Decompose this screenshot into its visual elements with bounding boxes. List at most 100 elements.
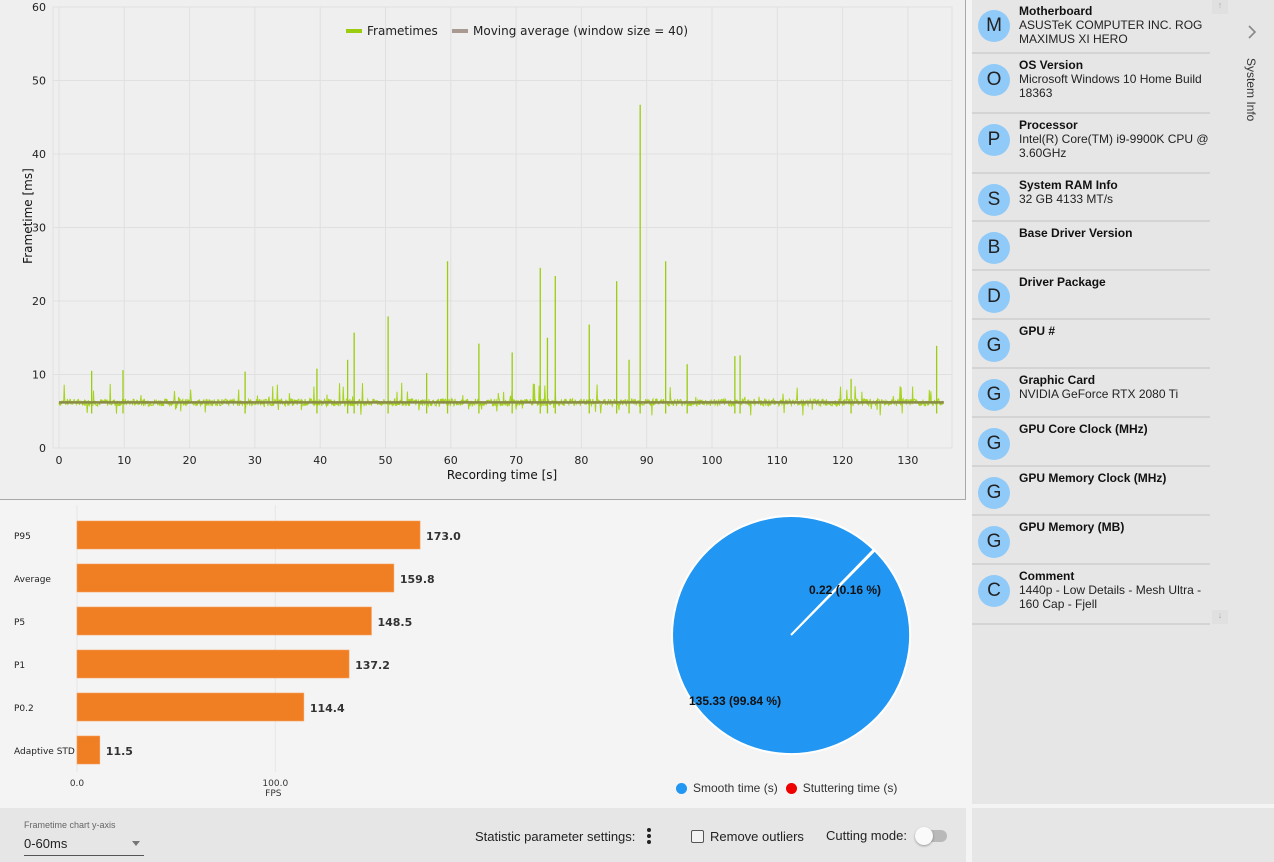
system-info-text: OS Version Microsoft Windows 10 Home Buil…	[1019, 58, 1209, 112]
system-info-sidebar: M Motherboard ASUSTeK COMPUTER INC. ROG MA…	[972, 0, 1274, 804]
scroll-up-arrow-icon[interactable]: ↑	[1212, 0, 1228, 14]
bar-x-tick-label: 100.0	[262, 779, 288, 789]
system-info-item[interactable]: G GPU #	[972, 320, 1210, 369]
system-info-item[interactable]: G Graphic Card NVIDIA GeForce RTX 2080 Ti	[972, 369, 1210, 418]
toggle-knob	[914, 826, 933, 845]
legend-swatch-moving-average	[452, 29, 468, 33]
settings-bar: Frametime chart y-axis 0-60ms Statistic …	[0, 808, 966, 862]
pie-legend-stutter[interactable]: Stuttering time (s)	[785, 781, 898, 795]
x-tick-label: 110	[767, 454, 788, 467]
system-info-item[interactable]: G GPU Memory (MB)	[972, 516, 1210, 565]
bar-value-label: 114.4	[310, 702, 345, 715]
system-info-title: Driver Package	[1019, 275, 1106, 289]
system-info-item[interactable]: M Motherboard ASUSTeK COMPUTER INC. ROG MA…	[972, 0, 1210, 54]
cutting-mode-toggle[interactable]	[914, 826, 947, 845]
x-tick-label: 60	[444, 454, 458, 467]
frametime-chart[interactable]: 0 10 20 30 40 50 60 0 10 20 30 40 50 60 70 80 90 100 110 1…	[0, 0, 966, 500]
system-info-item[interactable]: P Processor Intel(R) Core(TM) i9-9900K CPU…	[972, 114, 1210, 174]
frametime-x-axis-title: Recording time [s]	[447, 468, 557, 482]
system-info-title: GPU Memory Clock (MHz)	[1019, 471, 1167, 485]
cutting-mode: Cutting mode:	[826, 826, 947, 845]
system-info-item[interactable]: O OS Version Microsoft Windows 10 Home Bui…	[972, 54, 1210, 114]
cutting-mode-label: Cutting mode:	[826, 828, 907, 843]
fps-statistics-panel: P95 173.0 Average 159.8 P5 148.5 P1 137.2 P0.2 11…	[0, 500, 640, 806]
system-info-item[interactable]: B Base Driver Version	[972, 222, 1210, 271]
x-tick-label: 90	[640, 454, 654, 467]
scroll-down-arrow-icon[interactable]: ↓	[1212, 610, 1228, 624]
initial-avatar: C	[978, 575, 1010, 607]
system-info-title: Processor	[1019, 118, 1078, 132]
frametimes-line	[58, 382, 944, 416]
frametime-y-axis-title: Frametime [ms]	[21, 168, 35, 264]
bar-x-axis-title: FPS	[265, 789, 282, 799]
system-info-text: GPU Core Clock (MHz)	[1019, 422, 1209, 465]
initial-avatar: M	[978, 10, 1010, 42]
bar-category-label: P5	[14, 618, 25, 628]
bar-category-label: Adaptive STD	[14, 747, 75, 757]
stat-settings-label: Statistic parameter settings:	[475, 828, 636, 844]
frametime-yaxis-select[interactable]: Frametime chart y-axis 0-60ms	[24, 820, 144, 856]
system-info-item[interactable]: C Comment 1440p - Low Details - Mesh Ultra…	[972, 565, 1210, 625]
y-tick-label: 40	[32, 148, 46, 161]
yaxis-select-label: Frametime chart y-axis	[24, 820, 116, 830]
frametime-chart-panel[interactable]: 0 10 20 30 40 50 60 0 10 20 30 40 50 60 70 80 90 100 110 1…	[0, 0, 966, 500]
system-info-title: GPU Memory (MB)	[1019, 520, 1125, 534]
pie-legend: Smooth time (s) Stuttering time (s)	[676, 781, 905, 795]
bar-x-tick-label: 0.0	[70, 779, 85, 789]
y-tick-label: 50	[32, 75, 46, 88]
system-info-item[interactable]: S System RAM Info 32 GB 4133 MT/s	[972, 174, 1210, 222]
yaxis-select-text: 0-60ms	[24, 836, 68, 851]
system-info-list[interactable]: M Motherboard ASUSTeK COMPUTER INC. ROG MA…	[972, 0, 1210, 625]
system-info-title: System RAM Info	[1019, 178, 1118, 192]
bar-value-label: 148.5	[377, 616, 412, 629]
x-tick-label: 0	[56, 454, 63, 467]
system-info-item[interactable]: D Driver Package	[972, 271, 1210, 320]
bar-category-label: P1	[14, 661, 25, 671]
yaxis-select-value[interactable]: 0-60ms	[24, 836, 144, 856]
initial-avatar: D	[978, 281, 1010, 313]
system-info-value: 1440p - Low Details - Mesh Ultra - 160 C…	[1019, 583, 1202, 611]
remove-outliers-label: Remove outliers	[710, 829, 804, 844]
pie-slice-smooth[interactable]	[671, 515, 912, 756]
initial-avatar: G	[978, 330, 1010, 362]
system-info-title: Motherboard	[1019, 4, 1093, 18]
pie-label-smooth: 135.33 (99.84 %)	[689, 694, 781, 708]
y-tick-label: 60	[32, 1, 46, 14]
x-tick-label: 50	[379, 454, 393, 467]
system-info-panel-label[interactable]: System Info	[1244, 58, 1258, 122]
chevron-right-icon[interactable]	[1244, 22, 1260, 42]
bar-category-label: Average	[14, 575, 51, 585]
dropdown-caret-icon	[132, 841, 140, 846]
bar-category-label: P0.2	[14, 704, 34, 714]
bar	[76, 692, 305, 722]
bar-value-label: 11.5	[106, 745, 133, 758]
system-info-text: Driver Package	[1019, 275, 1209, 318]
panel-splitter[interactable]	[966, 0, 972, 862]
pie-legend-stutter-label: Stuttering time (s)	[802, 781, 898, 795]
system-info-item[interactable]: G GPU Core Clock (MHz)	[972, 418, 1210, 467]
pie-label-stutter: 0.22 (0.16 %)	[809, 583, 881, 597]
initial-avatar: O	[978, 64, 1010, 96]
system-info-text: GPU #	[1019, 324, 1209, 367]
pie-legend-smooth[interactable]: Smooth time (s)	[676, 781, 778, 795]
system-info-text: Base Driver Version	[1019, 226, 1209, 269]
smooth-dot-icon	[676, 782, 687, 794]
bar	[76, 520, 421, 550]
system-info-title: GPU #	[1019, 324, 1056, 338]
remove-outliers-checkbox[interactable]: Remove outliers	[691, 829, 804, 844]
x-tick-label: 120	[832, 454, 853, 467]
checkbox-icon[interactable]	[691, 830, 704, 843]
y-tick-label: 30	[32, 222, 46, 235]
frametime-legend: Frametimes Moving average (window size =…	[346, 24, 688, 38]
y-tick-label: 0	[39, 442, 46, 455]
stuttering-pie-panel: 0.22 (0.16 %) 135.33 (99.84 %) Smooth ti…	[640, 500, 966, 806]
system-info-value: Intel(R) Core(TM) i9-9900K CPU @ 3.60GHz	[1019, 132, 1209, 160]
bar	[76, 606, 372, 636]
y-tick-label: 20	[32, 295, 46, 308]
bar	[76, 563, 395, 593]
system-info-item[interactable]: G GPU Memory Clock (MHz)	[972, 467, 1210, 516]
more-vertical-icon[interactable]	[647, 828, 652, 844]
x-tick-label: 20	[183, 454, 197, 467]
stutter-dot-icon	[785, 782, 797, 794]
